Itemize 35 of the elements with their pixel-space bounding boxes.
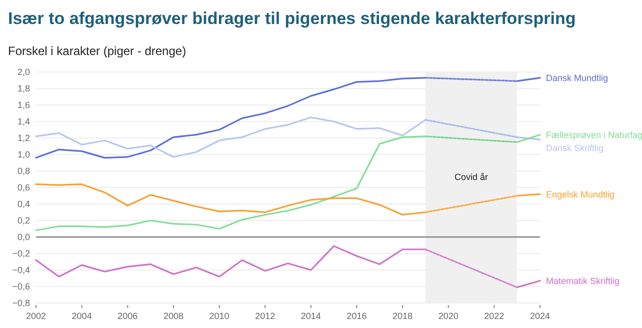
x-tick-label: 2010 <box>209 311 230 321</box>
y-tick-label: 1,2 <box>17 133 30 144</box>
x-tick-label: 2024 <box>530 311 550 321</box>
x-tick-label: 2016 <box>346 311 367 321</box>
x-tick-label: 2020 <box>438 311 458 321</box>
y-tick-label: −0,4 <box>12 265 30 276</box>
y-tick-label: 0,8 <box>17 166 30 176</box>
y-tick-label: 0,4 <box>17 199 30 210</box>
y-tick-label: 0,6 <box>17 182 30 193</box>
x-tick-label: 2002 <box>26 311 46 321</box>
y-tick-label: 0,2 <box>17 216 30 226</box>
series-label: Engelsk Mundtlig <box>546 189 615 200</box>
series-label: Dansk Skriftlig <box>546 142 604 153</box>
x-tick-label: 2014 <box>300 311 321 321</box>
y-tick-label: 1,0 <box>17 150 30 160</box>
series-label: Dansk Mundtlig <box>546 72 608 83</box>
x-tick-label: 2018 <box>392 311 413 321</box>
y-tick-label: −0,8 <box>12 298 30 308</box>
x-tick-label: 2012 <box>255 311 276 321</box>
x-tick-label: 2004 <box>72 311 92 321</box>
y-tick-label: 1,4 <box>17 116 30 127</box>
y-tick-label: −0,2 <box>12 248 30 259</box>
series-label: Matematik Skriftlig <box>546 276 620 286</box>
y-tick-label: −0,6 <box>12 282 30 292</box>
series-label: Fællesprøven i Naturfag <box>546 130 642 140</box>
y-tick-label: 1,8 <box>17 84 30 94</box>
x-tick-label: 2022 <box>484 311 504 321</box>
y-tick-label: 1,6 <box>17 100 30 110</box>
x-tick-label: 2006 <box>118 311 138 321</box>
chart-title: Især to afgangsprøver bidrager til pigernes stigende karakterforspring <box>8 9 576 28</box>
y-tick-label: 0,0 <box>17 232 30 242</box>
band-label: Covid år <box>454 172 488 182</box>
x-tick-label: 2008 <box>163 311 184 321</box>
y-axis-title: Forskel i karakter (piger - drenge) <box>8 44 186 58</box>
y-tick-label: 2,0 <box>17 67 30 78</box>
